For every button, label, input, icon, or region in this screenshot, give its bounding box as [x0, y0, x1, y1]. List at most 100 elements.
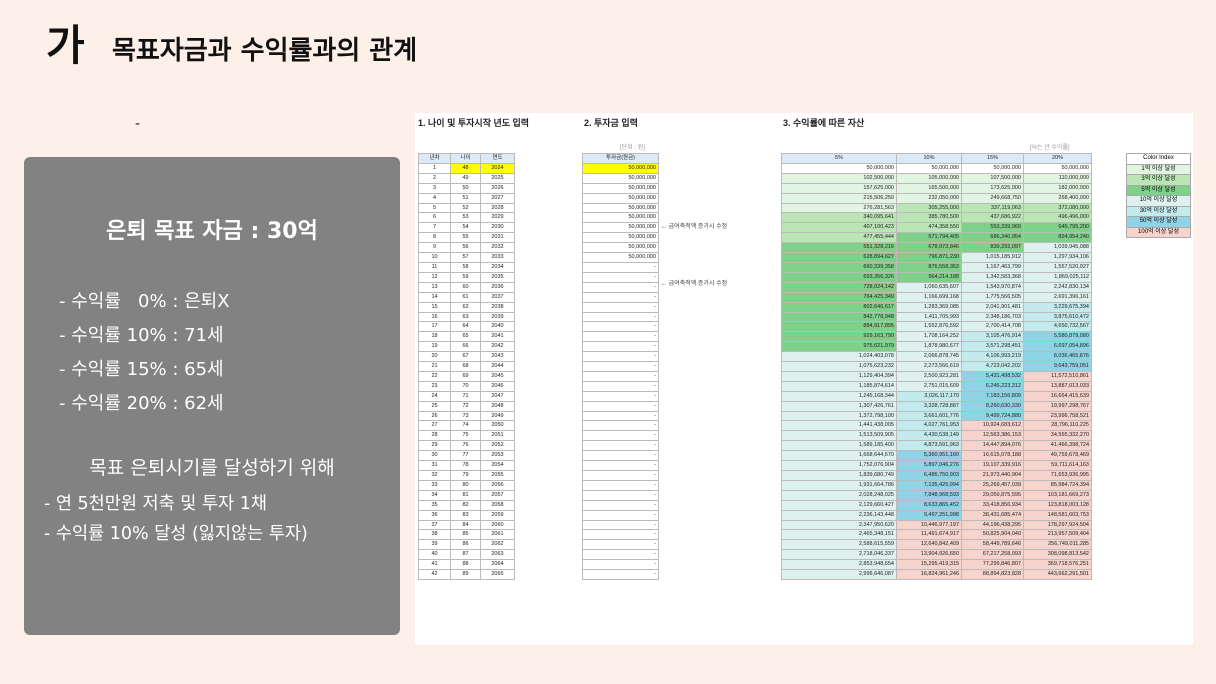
year-index-cell: 30 — [418, 450, 451, 462]
asset-cell-r5: 2,236,143,448 — [781, 509, 897, 521]
asset-cell-r15: 4,723,042,202 — [961, 361, 1024, 372]
section-age-title: 1. 나이 및 투자시작 년도 입력 — [418, 118, 530, 128]
asset-cell-r5: 628,894,627 — [781, 252, 897, 263]
asset-cell-r10: 105,000,000 — [896, 172, 962, 184]
year-index-cell: 26 — [418, 410, 451, 422]
table-row: 1,129,404,394 2,500,923,281 5,431,498,532 1… — [781, 370, 1092, 382]
table-row: 50,000,000 — [582, 212, 659, 224]
asset-cell-r5: 1,441,438,005 — [781, 420, 897, 432]
table-row: - — [582, 519, 659, 531]
age-cell: 53 — [450, 212, 481, 224]
year-cell[interactable]: 2024 — [480, 162, 515, 174]
asset-cell-r5: 340,095,641 — [781, 212, 897, 224]
age-cell: 89 — [450, 569, 481, 580]
invest-cell: - — [582, 509, 659, 521]
age-cell: 55 — [450, 232, 481, 244]
table-row: 842,778,948 1,411,705,993 2,348,186,703 3,8… — [781, 311, 1092, 323]
asset-cell-r5: 2,129,660,427 — [781, 499, 897, 511]
year-cell: 2046 — [480, 380, 515, 392]
asset-cell-r15: 33,418,856,934 — [961, 499, 1024, 511]
table-row: 477,455,444 571,794,405 686,340,954 824,954… — [781, 232, 1092, 244]
age-cell[interactable]: 48 — [450, 162, 481, 174]
asset-cell-r20: 50,000,000 — [1023, 162, 1092, 174]
asset-cell-r5: 2,028,248,025 — [781, 489, 897, 501]
plan-heading: 목표 은퇴시기를 달성하기 위해 — [89, 457, 335, 479]
year-index-cell: 27 — [418, 420, 451, 432]
asset-cell-r10: 3,026,117,170 — [896, 390, 962, 402]
asset-cell-r5: 764,425,349 — [781, 291, 897, 303]
year-cell: 2054 — [480, 460, 515, 471]
asset-cell-r5: 551,328,216 — [781, 242, 897, 254]
table-row: 551,328,216 678,973,846 839,292,097 1,039,9… — [781, 242, 1092, 254]
asset-cell-r5: 884,917,895 — [781, 321, 897, 333]
year-index-cell: 42 — [418, 569, 451, 580]
age-cell: 80 — [450, 479, 481, 491]
year-cell: 2040 — [480, 321, 515, 333]
asset-cell-r15: 50,825,904,040 — [961, 529, 1024, 541]
year-cell: 2044 — [480, 361, 515, 372]
age-cell: 79 — [450, 470, 481, 481]
year-index-cell: 2 — [418, 172, 451, 184]
year-index-cell: 41 — [418, 559, 451, 571]
table-row: 1,075,623,232 2,273,566,619 4,723,042,202 9… — [781, 361, 1092, 372]
asset-cell-r10: 1,283,369,085 — [896, 301, 962, 313]
table-row: 50,000,000 — [582, 162, 659, 174]
table-row: - — [582, 301, 659, 313]
table-row: 39 86 2062 — [418, 539, 515, 551]
table-row: 3 50 2026 — [418, 182, 515, 194]
invest-cell: - — [582, 361, 659, 372]
asset-cell-r10: 50,000,000 — [896, 162, 962, 174]
asset-cell-r10: 1,411,705,993 — [896, 311, 962, 323]
asset-cell-r20: 369,718,576,251 — [1023, 559, 1092, 571]
age-cell: 83 — [450, 509, 481, 521]
year-cell: 2034 — [480, 261, 515, 273]
asset-cell-r20: 9,643,759,051 — [1023, 361, 1092, 372]
year-cell: 2043 — [480, 351, 515, 363]
asset-cell-r20: 268,400,000 — [1023, 192, 1092, 204]
asset-cell-r5: 842,778,948 — [781, 311, 897, 323]
asset-cell-r5: 1,931,664,786 — [781, 479, 897, 491]
table-row: - — [582, 420, 659, 432]
asset-cell-r5: 693,356,326 — [781, 271, 897, 283]
invest-cell: - — [582, 400, 659, 412]
asset-cell-r15: 553,339,960 — [961, 222, 1024, 234]
asset-cell-r15: 686,340,954 — [961, 232, 1024, 244]
asset-cell-r5: 1,024,403,078 — [781, 351, 897, 363]
returns-table: 5% 10% 15% 20% 50,000,000 50,000,000 50,00… — [781, 153, 1092, 580]
year-cell: 2027 — [480, 192, 515, 204]
invest-cell: - — [582, 470, 659, 481]
table-row: 2,347,950,620 10,446,977,197 44,196,438,29… — [781, 519, 1092, 531]
color-index-row: 1억 이상 달성 — [1126, 163, 1191, 175]
table-row: 8 55 2031 — [418, 232, 515, 244]
table-row: 16 63 2039 — [418, 311, 515, 323]
asset-cell-r5: 1,075,623,232 — [781, 361, 897, 372]
year-index-cell: 37 — [418, 519, 451, 531]
invest-cell: 50,000,000 — [582, 172, 659, 184]
year-cell: 2035 — [480, 271, 515, 283]
asset-cell-r20: 213,957,509,404 — [1023, 529, 1092, 541]
color-index-row: 100억 이상 달성 — [1126, 226, 1191, 238]
color-index-legend: Color Index 1억 이상 달성 3억 이상 달성 5억 이상 달성 10억 … — [1126, 153, 1191, 238]
table-row: 41 88 2064 — [418, 559, 515, 571]
age-cell: 87 — [450, 549, 481, 561]
year-index-cell: 29 — [418, 440, 451, 452]
asset-cell-r10: 4,430,538,149 — [896, 430, 962, 442]
invest-cell[interactable]: 50,000,000 — [582, 162, 659, 174]
asset-cell-r15: 2,700,414,708 — [961, 321, 1024, 333]
asset-cell-r15: 1,342,583,368 — [961, 271, 1024, 283]
age-cell: 73 — [450, 410, 481, 422]
asset-cell-r5: 929,163,790 — [781, 331, 897, 343]
asset-cell-r15: 1,015,185,912 — [961, 252, 1024, 263]
asset-cell-r15: 67,217,258,093 — [961, 549, 1024, 561]
invest-cell: - — [582, 450, 659, 462]
asset-cell-r10: 876,558,353 — [896, 261, 962, 273]
asset-cell-r15: 5,431,498,532 — [961, 370, 1024, 382]
asset-cell-r5: 102,500,000 — [781, 172, 897, 184]
color-index-item: 30억 이상 달성 — [1126, 205, 1191, 217]
invest-cell: 50,000,000 — [582, 202, 659, 214]
year-index-cell: 16 — [418, 311, 451, 323]
asset-cell-r20: 2,242,830,134 — [1023, 281, 1092, 293]
age-cell: 74 — [450, 420, 481, 432]
asset-cell-r10: 5,360,951,160 — [896, 450, 962, 462]
table-row: 36 83 2059 — [418, 509, 515, 521]
